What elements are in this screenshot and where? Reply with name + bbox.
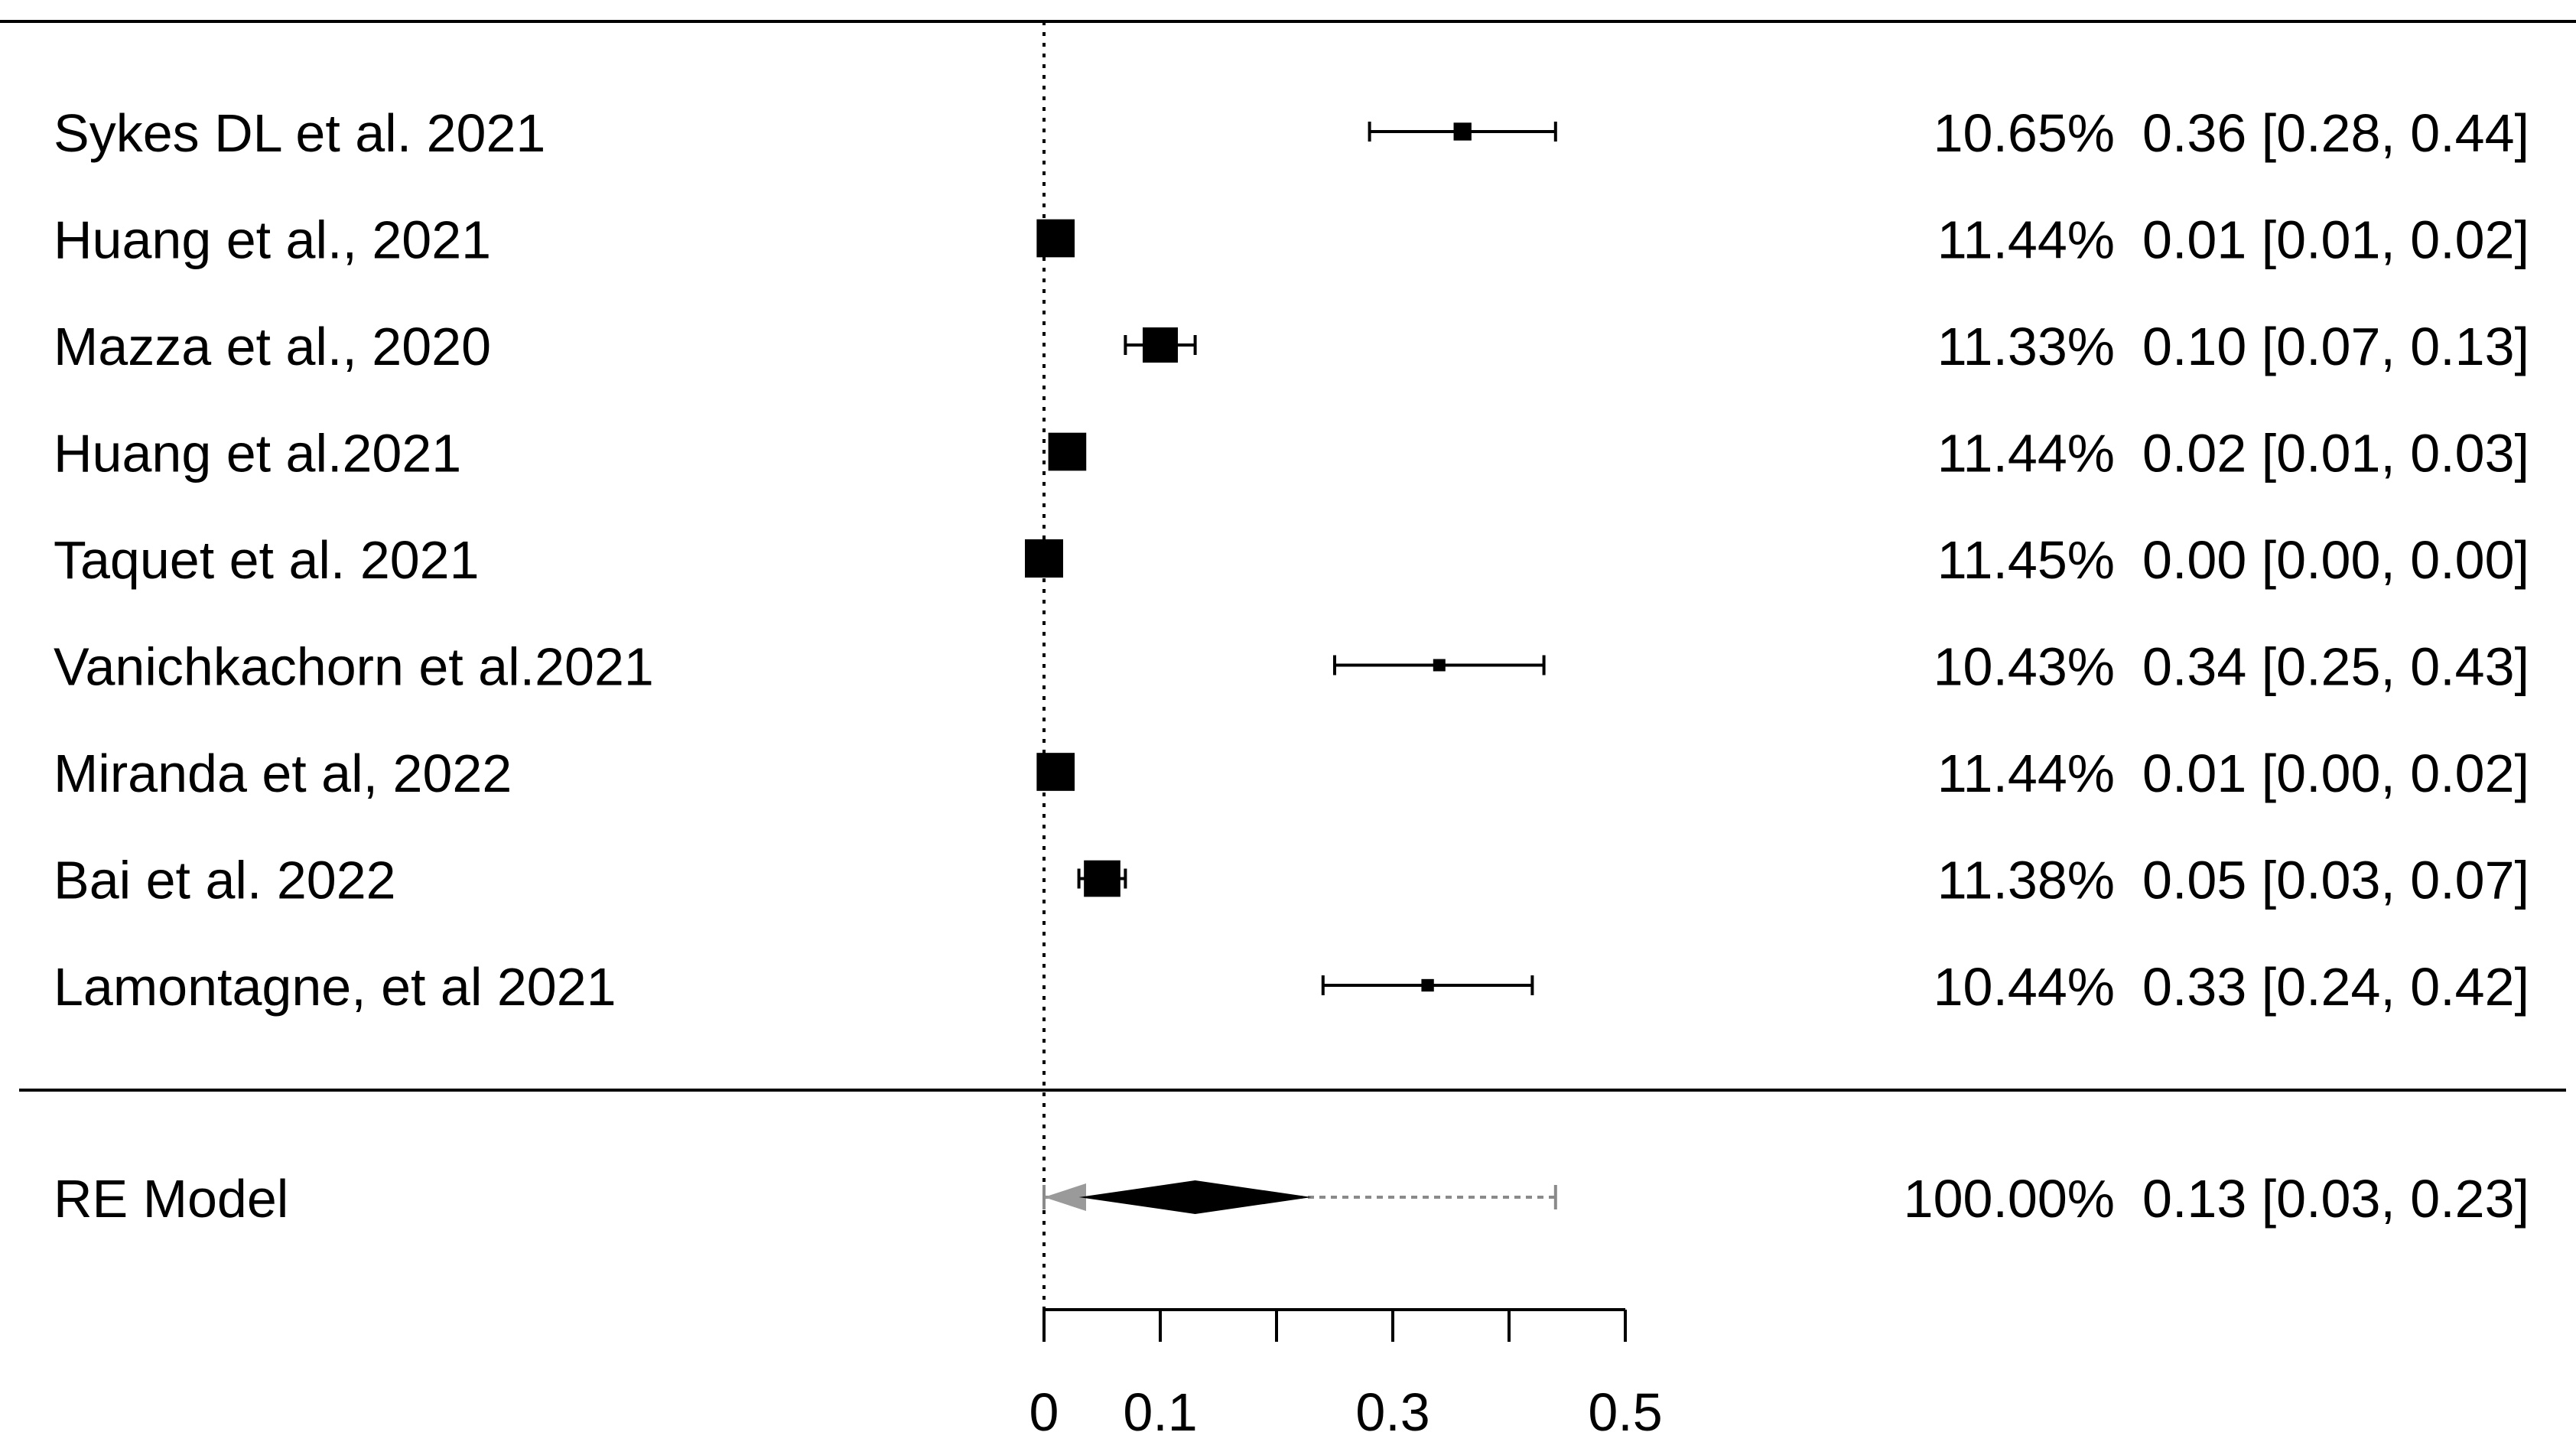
study-row: Vanichkachorn et al.2021 10.43% 0.34 [0.25… [54, 637, 2529, 697]
estimate-marker [1036, 219, 1075, 258]
study-row: Huang et al., 2021 11.44% 0.01 [0.01, 0.02… [54, 210, 2529, 270]
study-weight: 10.65% [1934, 103, 2115, 163]
study-row: Taquet et al. 2021 11.45% 0.00 [0.00, 0.00… [54, 530, 2529, 590]
study-weight: 11.38% [1937, 851, 2115, 910]
estimate-marker [1025, 539, 1063, 578]
study-weight: 11.44% [1937, 744, 2115, 803]
study-row: Mazza et al., 2020 11.33% 0.10 [0.07, 0.13… [54, 317, 2529, 376]
summary-diamond [1078, 1180, 1312, 1214]
study-estimate-ci: 0.01 [0.00, 0.02] [2142, 744, 2529, 803]
estimate-marker [1084, 860, 1120, 897]
study-row: Sykes DL et al. 2021 10.65% 0.36 [0.28, 0.… [54, 103, 2529, 163]
estimate-marker [1453, 122, 1472, 141]
study-weight: 11.44% [1937, 210, 2115, 270]
prediction-interval-shade [1044, 1183, 1086, 1211]
estimate-marker [1421, 978, 1434, 992]
study-estimate-ci: 0.05 [0.03, 0.07] [2142, 851, 2529, 910]
estimate-marker [1048, 432, 1087, 471]
study-weight: 10.44% [1934, 957, 2115, 1017]
study-label: Mazza et al., 2020 [54, 317, 491, 376]
study-label: Miranda et al, 2022 [54, 744, 512, 803]
study-estimate-ci: 0.00 [0.00, 0.00] [2142, 530, 2529, 590]
study-row: Miranda et al, 2022 11.44% 0.01 [0.00, 0.0… [54, 744, 2529, 803]
study-label: Huang et al., 2021 [54, 210, 491, 270]
summary-row: RE Model 100.00% 0.13 [0.03, 0.23] [54, 1169, 2529, 1229]
study-weight: 10.43% [1934, 637, 2115, 697]
estimate-marker [1433, 659, 1446, 672]
study-rows: Sykes DL et al. 2021 10.65% 0.36 [0.28, 0.… [54, 103, 2529, 1017]
study-weight: 11.44% [1937, 424, 2115, 483]
study-weight: 11.33% [1937, 317, 2115, 376]
study-label: Sykes DL et al. 2021 [54, 103, 545, 163]
study-estimate-ci: 0.10 [0.07, 0.13] [2142, 317, 2529, 376]
study-estimate-ci: 0.01 [0.01, 0.02] [2142, 210, 2529, 270]
estimate-marker [1143, 327, 1178, 363]
study-label: Lamontagne, et al 2021 [54, 957, 616, 1017]
x-tick-label: 0.5 [1588, 1382, 1662, 1442]
study-row: Bai et al. 2022 11.38% 0.05 [0.03, 0.07] [54, 851, 2529, 910]
study-row: Lamontagne, et al 2021 10.44% 0.33 [0.24, … [54, 957, 2529, 1017]
summary-estimate-ci: 0.13 [0.03, 0.23] [2142, 1169, 2529, 1229]
x-tick-label: 0.3 [1355, 1382, 1429, 1442]
study-weight: 11.45% [1937, 530, 2115, 590]
summary-label: RE Model [54, 1169, 288, 1229]
study-estimate-ci: 0.33 [0.24, 0.42] [2142, 957, 2529, 1017]
x-tick-label: 0 [1029, 1382, 1059, 1442]
study-row: Huang et al.2021 11.44% 0.02 [0.01, 0.03] [54, 424, 2529, 483]
x-tick-label: 0.1 [1123, 1382, 1197, 1442]
study-label: Bai et al. 2022 [54, 851, 396, 910]
study-estimate-ci: 0.36 [0.28, 0.44] [2142, 103, 2529, 163]
estimate-marker [1036, 753, 1075, 791]
study-label: Huang et al.2021 [54, 424, 461, 483]
summary-weight: 100.00% [1904, 1169, 2115, 1229]
study-estimate-ci: 0.02 [0.01, 0.03] [2142, 424, 2529, 483]
study-estimate-ci: 0.34 [0.25, 0.43] [2142, 637, 2529, 697]
study-label: Taquet et al. 2021 [54, 530, 480, 590]
x-axis: 0 0.1 0.3 0.5 [1029, 1308, 1663, 1442]
study-label: Vanichkachorn et al.2021 [54, 637, 654, 697]
